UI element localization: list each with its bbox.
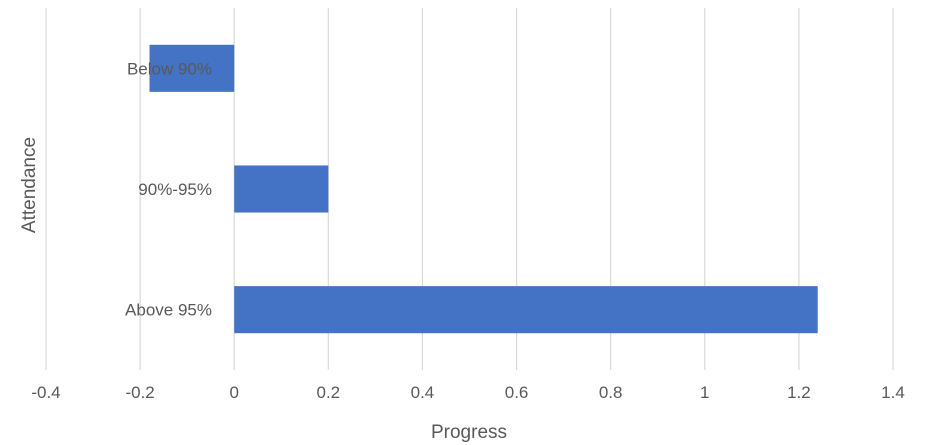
category-label: Above 95% (125, 301, 212, 320)
bar (234, 165, 329, 213)
bar (234, 286, 818, 334)
x-tick-label: 1.2 (787, 383, 811, 402)
x-tick-label: 0.4 (411, 383, 435, 402)
bar (149, 44, 235, 92)
gridlines (45, 8, 894, 370)
x-tick-label: -0.4 (31, 383, 60, 402)
x-tick-label: -0.2 (125, 383, 154, 402)
x-tick-label: 0.2 (317, 383, 341, 402)
x-tick-label: 0 (229, 383, 238, 402)
bars (149, 44, 818, 334)
x-tick-label: 0.8 (599, 383, 623, 402)
x-tick-label: 0.6 (505, 383, 529, 402)
category-label: 90%-95% (138, 180, 212, 199)
x-tick-labels: -0.4 -0.2 0 0.2 0.4 0.6 0.8 1 1.2 1.4 (31, 383, 904, 402)
x-tick-label: 1 (700, 383, 709, 402)
y-axis-title: Attendance (19, 137, 40, 233)
x-tick-label: 1.4 (881, 383, 905, 402)
x-axis-title: Progress (431, 422, 507, 443)
category-labels: Below 90% 90%-95% Above 95% (125, 59, 212, 319)
category-label: Below 90% (127, 59, 212, 78)
